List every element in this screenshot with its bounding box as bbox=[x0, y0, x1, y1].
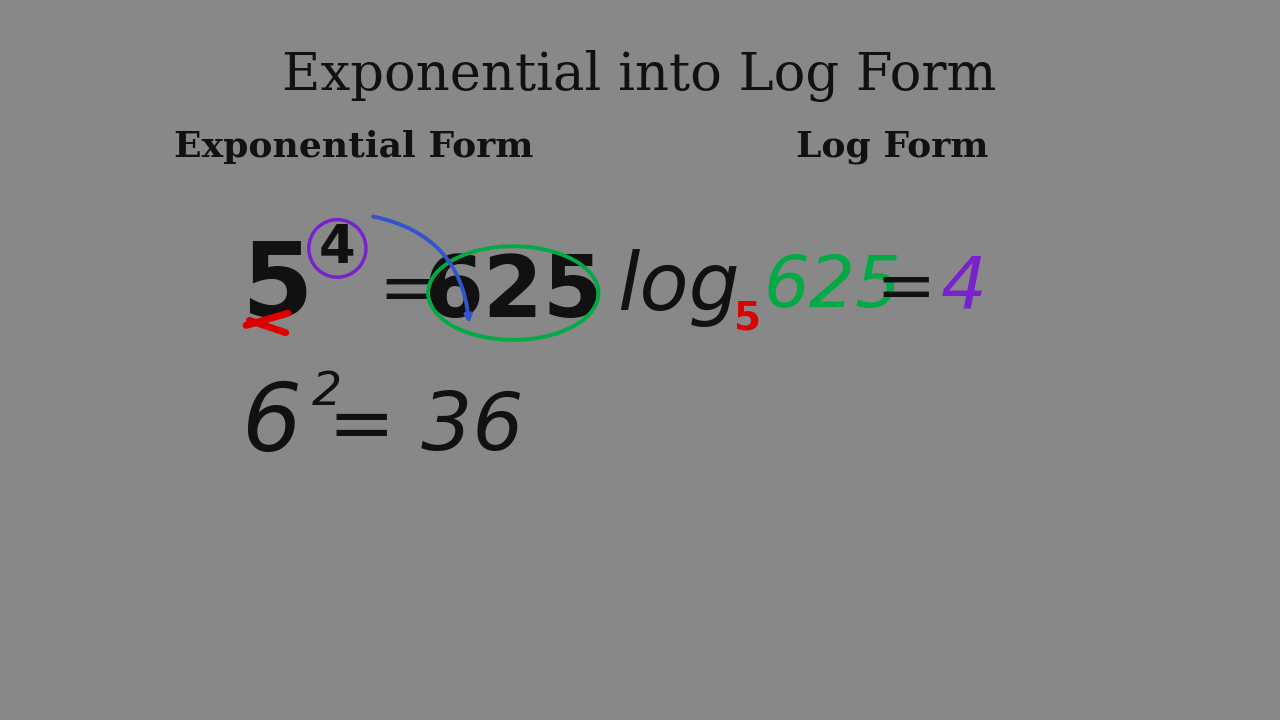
Text: = 36: = 36 bbox=[328, 390, 524, 467]
Text: 625: 625 bbox=[763, 253, 901, 323]
Text: log: log bbox=[617, 249, 740, 327]
Text: Log Form: Log Form bbox=[796, 130, 989, 163]
Text: =: = bbox=[876, 255, 936, 324]
Text: 6: 6 bbox=[242, 379, 302, 470]
Text: 4: 4 bbox=[319, 222, 356, 274]
Text: Exponential Form: Exponential Form bbox=[174, 130, 534, 163]
Text: 5: 5 bbox=[241, 238, 312, 338]
Text: =: = bbox=[379, 257, 439, 326]
Text: 4: 4 bbox=[941, 253, 987, 323]
Text: Exponential into Log Form: Exponential into Log Form bbox=[283, 50, 997, 102]
Text: 625: 625 bbox=[424, 251, 603, 335]
Text: 5: 5 bbox=[733, 300, 762, 337]
Text: 2: 2 bbox=[311, 370, 342, 415]
